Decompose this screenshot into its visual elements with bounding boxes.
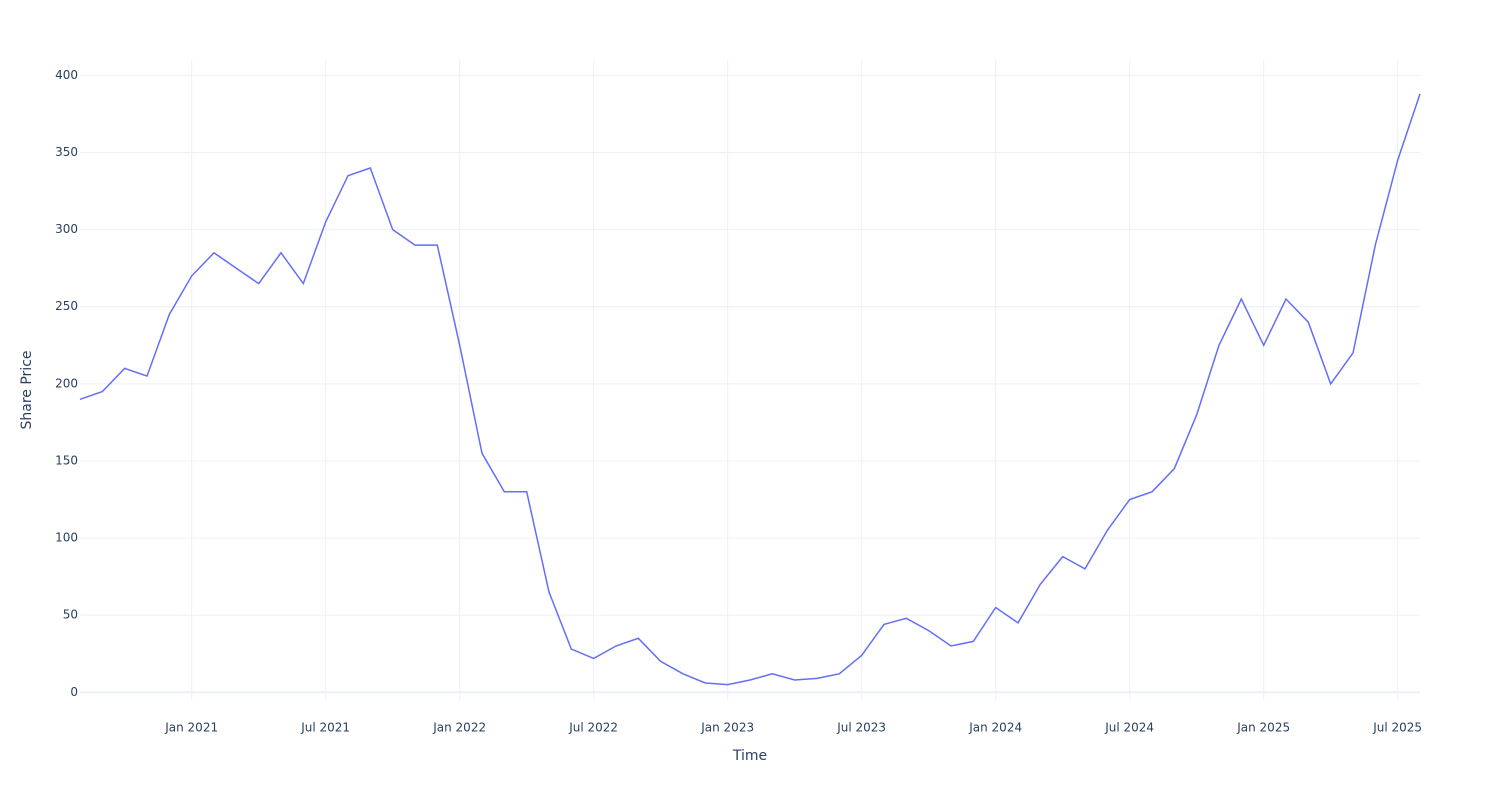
x-tick-label: Jan 2022 xyxy=(432,721,486,735)
x-axis-title: Time xyxy=(732,748,767,764)
x-tick-label: Jan 2025 xyxy=(1236,721,1290,735)
y-tick-label: 100 xyxy=(55,531,78,545)
x-tick-label: Jul 2023 xyxy=(836,721,886,735)
y-tick-label: 200 xyxy=(55,376,78,390)
y-tick-label: 50 xyxy=(63,608,78,622)
x-tick-label: Jul 2024 xyxy=(1104,721,1154,735)
x-tick-label: Jul 2025 xyxy=(1372,721,1422,735)
y-tick-label: 250 xyxy=(55,299,78,313)
x-tick-label: Jul 2022 xyxy=(568,721,618,735)
x-tick-label: Jan 2021 xyxy=(164,721,218,735)
y-tick-label: 350 xyxy=(55,145,78,159)
y-tick-label: 400 xyxy=(55,68,78,82)
y-tick-label: 150 xyxy=(55,453,78,467)
y-axis-title: Share Price xyxy=(19,350,35,429)
y-tick-label: 300 xyxy=(55,222,78,236)
x-tick-label: Jan 2024 xyxy=(968,721,1022,735)
x-tick-label: Jul 2021 xyxy=(300,721,350,735)
y-tick-label: 0 xyxy=(70,685,78,699)
price-line xyxy=(79,93,1421,686)
x-tick-label: Jan 2023 xyxy=(700,721,754,735)
